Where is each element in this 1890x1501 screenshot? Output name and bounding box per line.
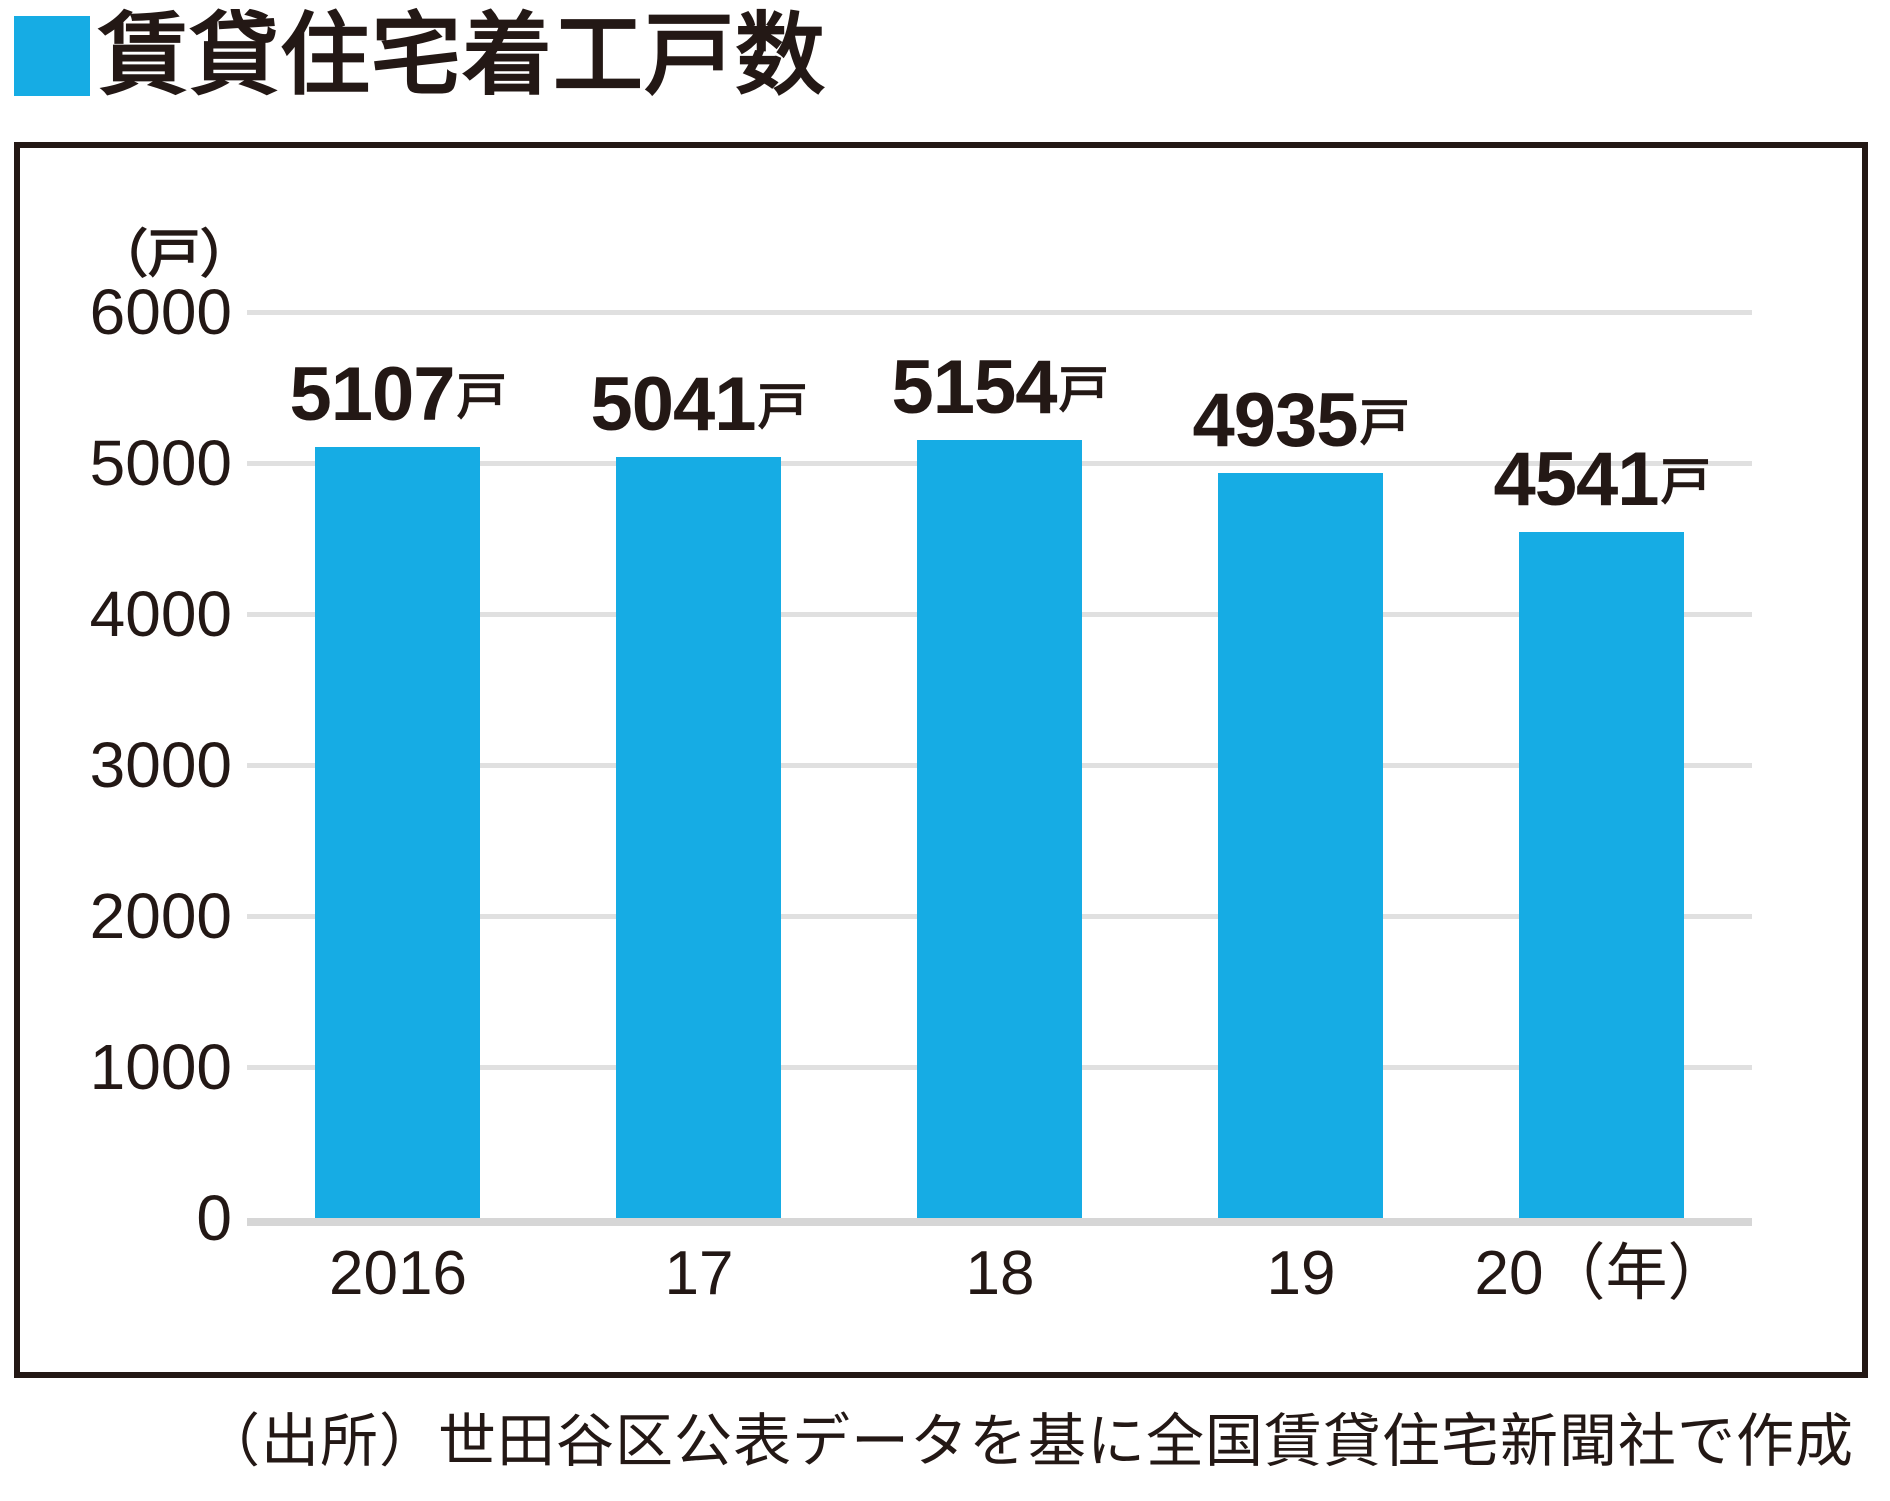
bar-18 [917, 440, 1082, 1218]
y-axis-tick-label: 2000 [89, 880, 232, 952]
x-axis-category-label: 2016 [329, 1239, 467, 1308]
x-axis-category-label: 18 [965, 1239, 1035, 1308]
x-axis-category-label: 17 [664, 1239, 734, 1308]
source-note: （出所）世田谷区公表データを基に全国賃貸住宅新聞社で作成 [201, 1409, 1854, 1474]
y-axis-tick-label: 5000 [89, 427, 232, 499]
bar-value-label: 4935戸 [1192, 378, 1410, 463]
y-axis-tick-label: 3000 [89, 729, 232, 801]
y-axis-unit-label: （戸） [95, 226, 252, 284]
bar-20（年） [1519, 532, 1684, 1218]
gridline [247, 310, 1752, 315]
y-axis-tick-label: 6000 [89, 276, 232, 348]
chart-title: 賃貸住宅着工戸数 [98, 6, 826, 106]
bar-value-label: 4541戸 [1493, 437, 1711, 522]
title-bullet-square [14, 16, 90, 96]
chart-panel [14, 142, 1868, 1378]
bar-value-label: 5041戸 [590, 362, 808, 447]
y-axis-tick-label: 0 [196, 1182, 232, 1254]
bar-value-label: 5107戸 [289, 352, 507, 437]
bar-19 [1218, 473, 1383, 1218]
y-axis-tick-label: 1000 [89, 1031, 232, 1103]
x-axis-category-label: 19 [1266, 1239, 1336, 1308]
x-axis-category-label: 20（年） [1474, 1239, 1730, 1308]
bar-2016 [315, 447, 480, 1218]
y-axis-tick-label: 4000 [89, 578, 232, 650]
bar-17 [616, 457, 781, 1218]
bar-value-label: 5154戸 [891, 345, 1109, 430]
x-axis-baseline [247, 1218, 1752, 1226]
